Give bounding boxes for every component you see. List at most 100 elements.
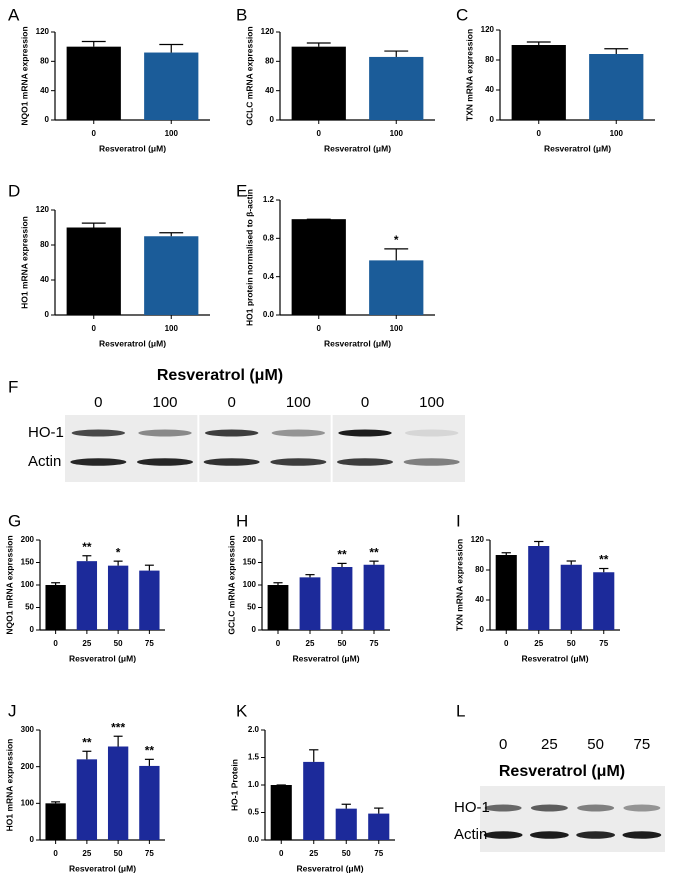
bar <box>45 585 66 630</box>
y-axis-label: HO1 mRNA expression <box>4 739 14 832</box>
row-label: Actin <box>28 453 61 470</box>
x-tick-label: 100 <box>165 324 179 333</box>
y-tick-label: 0 <box>480 625 485 634</box>
blot-band <box>405 429 459 437</box>
blot-band <box>483 831 523 839</box>
y-tick-label: 0.0 <box>263 310 275 319</box>
x-axis-label: Resveratrol (μM) <box>324 338 391 348</box>
blot-band <box>270 458 327 466</box>
x-tick-label: 0 <box>317 324 322 333</box>
significance: ** <box>145 744 155 758</box>
y-tick-label: 200 <box>243 535 257 544</box>
x-tick-label: 50 <box>567 639 576 648</box>
bar <box>66 227 121 315</box>
x-tick-label: 0 <box>537 129 542 138</box>
y-tick-label: 120 <box>471 535 485 544</box>
y-axis-label: GCLC mRNA expression <box>226 535 236 634</box>
panel-letter: C <box>456 5 468 24</box>
panel-letter: J <box>8 701 17 720</box>
panel-letter: G <box>8 511 21 530</box>
y-tick-label: 0.4 <box>263 272 275 281</box>
x-tick-label: 0 <box>53 849 58 858</box>
bar <box>107 565 129 630</box>
bar <box>139 570 160 630</box>
x-tick-label: 0 <box>53 639 58 648</box>
y-tick-label: 120 <box>261 27 275 36</box>
y-tick-label: 0 <box>30 835 35 844</box>
significance: ** <box>82 540 92 554</box>
lane-label: 100 <box>419 394 444 411</box>
row-label: HO-1 <box>454 799 490 816</box>
lane-label: 0 <box>361 394 369 411</box>
y-tick-label: 40 <box>40 86 49 95</box>
x-axis-label: Resveratrol (μM) <box>69 863 136 873</box>
row-label: Actin <box>454 826 487 843</box>
blot-title: Resveratrol (μM) <box>157 367 283 384</box>
bar <box>107 746 129 840</box>
x-axis-label: Resveratrol (μM) <box>99 338 166 348</box>
bar <box>270 785 292 840</box>
x-tick-label: 0 <box>92 129 97 138</box>
x-tick-label: 75 <box>370 639 379 648</box>
bar <box>303 761 325 840</box>
blot-band <box>70 458 127 466</box>
significance: ** <box>82 735 92 749</box>
y-tick-label: 40 <box>40 275 49 284</box>
y-axis-label: HO1 mRNA expression <box>19 216 29 309</box>
y-tick-label: 150 <box>243 558 257 567</box>
blot-band <box>338 429 392 437</box>
bar <box>144 52 199 120</box>
y-axis-label: TXN mRNA expression <box>454 539 464 631</box>
row-label: HO-1 <box>28 424 64 441</box>
lane-label: 75 <box>634 736 651 753</box>
panel-letter: H <box>236 511 248 530</box>
y-tick-label: 100 <box>243 580 257 589</box>
significance: * <box>116 545 121 559</box>
bar <box>66 46 121 120</box>
bar <box>335 808 357 840</box>
y-tick-label: 0 <box>490 115 495 124</box>
blot-band <box>403 458 460 466</box>
x-tick-label: 75 <box>374 849 383 858</box>
blot-image <box>65 415 465 482</box>
bar <box>45 803 66 840</box>
y-axis-label: HO1 protein normalised to β-actin <box>244 189 254 326</box>
significance: * <box>394 233 399 247</box>
x-tick-label: 25 <box>309 849 318 858</box>
blot-band <box>205 429 259 437</box>
y-tick-label: 40 <box>475 595 484 604</box>
blot-title: Resveratrol (μM) <box>499 763 625 780</box>
x-tick-label: 50 <box>114 639 123 648</box>
bar <box>560 564 582 630</box>
blot-band <box>577 804 615 812</box>
y-tick-label: 80 <box>475 565 484 574</box>
bar <box>593 572 615 630</box>
blot-band <box>337 458 393 466</box>
y-tick-label: 0 <box>30 625 35 634</box>
x-tick-label: 50 <box>342 849 351 858</box>
x-tick-label: 0 <box>279 849 284 858</box>
x-tick-label: 0 <box>317 129 322 138</box>
y-tick-label: 50 <box>247 603 256 612</box>
bar <box>331 567 353 630</box>
blot-band <box>530 804 568 812</box>
bar <box>368 813 390 840</box>
y-tick-label: 0 <box>45 115 50 124</box>
x-tick-label: 0 <box>504 639 509 648</box>
blot-band <box>576 831 616 839</box>
panel-letter: A <box>8 5 20 24</box>
lane-label: 100 <box>152 394 177 411</box>
x-tick-label: 25 <box>82 849 91 858</box>
lane-label: 0 <box>499 736 507 753</box>
blot-band <box>622 831 662 839</box>
y-tick-label: 120 <box>481 25 495 34</box>
bar <box>363 564 385 630</box>
significance: ** <box>369 545 379 559</box>
panel-letter: B <box>236 5 247 24</box>
y-tick-label: 80 <box>40 56 49 65</box>
y-tick-label: 0.0 <box>248 835 260 844</box>
x-tick-label: 0 <box>92 324 97 333</box>
y-tick-label: 1.0 <box>248 780 260 789</box>
